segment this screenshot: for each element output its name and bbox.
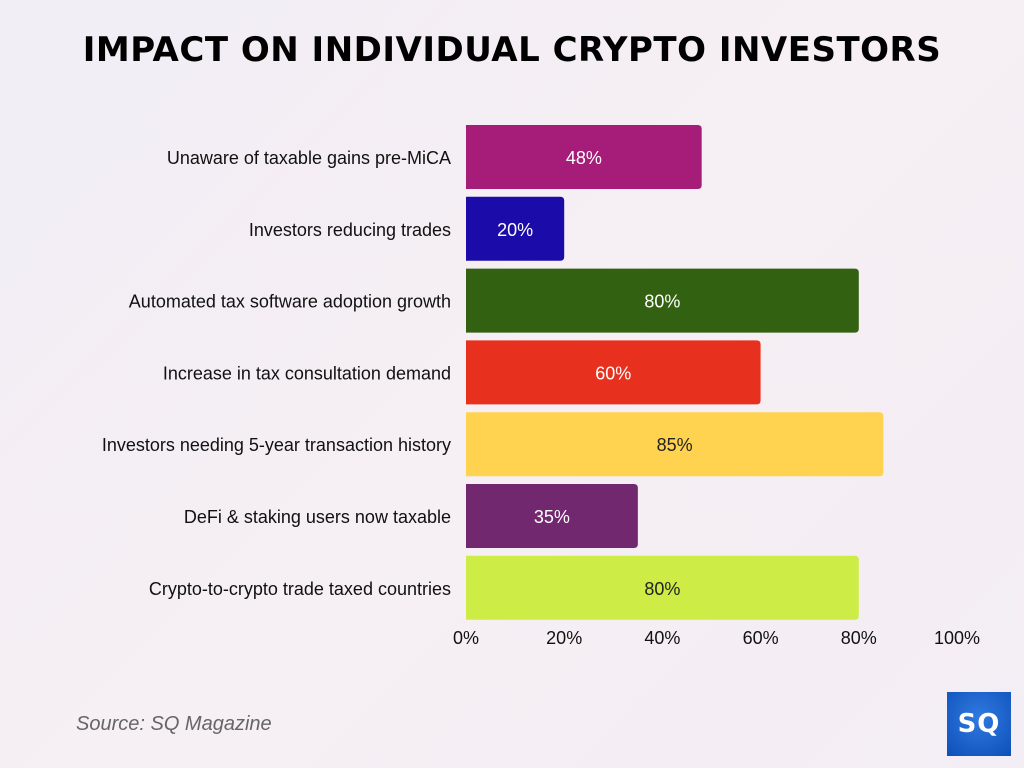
category-label: Increase in tax consultation demand [163, 363, 451, 383]
category-label: Investors reducing trades [249, 220, 451, 240]
data-label: 20% [497, 220, 533, 240]
category-label: Unaware of taxable gains pre-MiCA [167, 148, 451, 168]
source-note: Source: SQ Magazine [76, 713, 272, 735]
data-label: 80% [644, 579, 680, 599]
x-tick-label: 40% [644, 628, 680, 648]
logo-text: SQ [957, 709, 1001, 739]
data-label: 85% [657, 435, 693, 455]
data-label: 80% [644, 292, 680, 312]
data-label: 35% [534, 507, 570, 527]
bar [466, 268, 859, 333]
bar [466, 555, 859, 620]
sq-logo: SQ [947, 692, 1011, 756]
data-label: 48% [566, 148, 602, 168]
bar [466, 125, 702, 189]
category-label: Automated tax software adoption growth [129, 292, 451, 312]
category-label: DeFi & staking users now taxable [184, 507, 451, 527]
bar [466, 484, 638, 548]
x-tick-label: 20% [546, 628, 582, 648]
chart-title: IMPACT ON INDIVIDUAL CRYPTO INVESTORS [82, 30, 942, 70]
x-tick-label: 60% [743, 628, 779, 648]
bar [466, 412, 884, 477]
category-label: Investors needing 5-year transaction his… [102, 435, 451, 455]
x-tick-label: 80% [841, 628, 877, 648]
x-tick-label: 0% [453, 628, 479, 648]
category-label: Crypto-to-crypto trade taxed countries [149, 579, 451, 599]
data-label: 60% [595, 363, 631, 383]
x-tick-label: 100% [934, 628, 980, 648]
bar [466, 196, 565, 261]
bar [466, 340, 761, 405]
